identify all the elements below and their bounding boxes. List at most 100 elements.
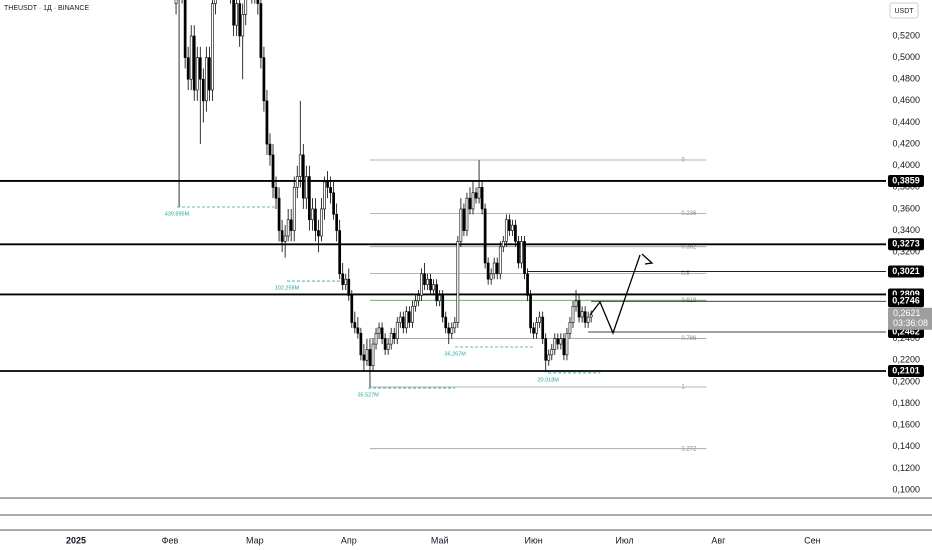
candle-body xyxy=(456,241,460,323)
fib-label: 0.236 xyxy=(681,211,697,217)
candle-body xyxy=(347,278,351,296)
candle-body xyxy=(174,0,178,4)
candle-body xyxy=(259,3,263,58)
candle-body xyxy=(423,273,426,285)
price-axis: 0,1000 0,1200 0,1400 0,1600 0,1800 0,2000 0,22… xyxy=(888,30,932,494)
price-tag xyxy=(888,238,924,251)
y-tick-label: 0,4200 xyxy=(892,138,920,148)
y-tick-label: 0,5200 xyxy=(892,30,920,40)
candle-body xyxy=(426,278,429,285)
candle-body xyxy=(447,327,451,334)
y-tick-label: 0,4800 xyxy=(892,74,920,84)
candle-body xyxy=(274,187,278,199)
candle-body xyxy=(238,3,242,37)
price-tag-label: 0,3021 xyxy=(892,266,920,276)
candle-body xyxy=(468,197,472,210)
candle-body xyxy=(392,332,396,339)
candle-body xyxy=(368,349,372,366)
candle-body xyxy=(420,273,423,296)
candle-body xyxy=(459,208,463,242)
y-tick-label: 0,4600 xyxy=(892,95,920,105)
last-price-label: 0,2621 xyxy=(893,308,921,318)
price-tag-label: 0,2746 xyxy=(892,296,920,306)
volume-label: 20.018M xyxy=(537,377,559,383)
candle-body xyxy=(189,35,193,80)
candle-body xyxy=(235,3,239,26)
y-tick-label: 0,1600 xyxy=(892,420,920,430)
currency-box[interactable] xyxy=(889,2,919,19)
candle-body xyxy=(514,224,517,242)
candle-body xyxy=(538,316,542,323)
plot-area: 00.2360.3820.50.6180.78611.272439.895M10… xyxy=(0,0,886,452)
candle-body xyxy=(195,57,199,91)
candle-body xyxy=(435,284,438,302)
candle-body xyxy=(353,322,357,329)
candle-body xyxy=(192,35,196,91)
candle-body xyxy=(362,354,366,361)
candle-body xyxy=(417,295,420,302)
x-tick-label: 2025 xyxy=(66,535,86,545)
candle-body xyxy=(365,349,369,361)
y-tick-label: 0,1200 xyxy=(892,463,920,473)
candle-body xyxy=(486,262,490,280)
candle-body xyxy=(529,295,532,329)
candle-body xyxy=(432,284,435,291)
candle-body xyxy=(507,219,511,231)
fib-label: 0.382 xyxy=(681,244,697,250)
candle-body xyxy=(586,316,590,323)
candle-body xyxy=(308,176,311,221)
y-tick-label: 0,4000 xyxy=(892,160,920,170)
candle-body xyxy=(462,208,466,231)
candle-body xyxy=(356,327,360,334)
candle-body xyxy=(311,208,314,221)
price-tag-label: 0,3273 xyxy=(892,239,920,249)
candle-body xyxy=(535,322,538,334)
candle-body xyxy=(208,57,211,91)
candle-body xyxy=(395,322,399,339)
candle-body xyxy=(211,3,214,91)
candle-body xyxy=(244,0,248,15)
candle-body xyxy=(304,176,308,199)
y-tick-label: 0,2400 xyxy=(892,333,920,343)
candle-body xyxy=(329,187,332,194)
price-tag xyxy=(888,265,924,278)
candle-body xyxy=(380,327,384,339)
candle-body xyxy=(504,219,508,242)
y-tick-label: 0,4400 xyxy=(892,117,920,127)
candle-body xyxy=(268,143,272,156)
candle-body xyxy=(526,273,529,296)
candle-body xyxy=(201,78,205,102)
candle-body xyxy=(301,154,305,199)
candle-body xyxy=(556,338,560,345)
candle-body xyxy=(389,332,393,345)
candle-body xyxy=(453,322,457,329)
y-tick-label: 0,3400 xyxy=(892,225,920,235)
candle-body xyxy=(232,0,235,26)
candle-body xyxy=(489,273,493,280)
fib-label: 1 xyxy=(681,385,685,391)
currency-label[interactable]: USDT xyxy=(894,8,914,15)
price-tag-label: 0,2101 xyxy=(892,365,920,375)
candle-body xyxy=(562,338,566,356)
price-tag xyxy=(888,174,924,187)
candle-body xyxy=(377,327,381,334)
candle-body xyxy=(517,241,520,264)
candle-body xyxy=(280,230,284,242)
y-tick-label: 0,5000 xyxy=(892,52,920,62)
candle-body xyxy=(341,273,345,285)
price-tag-label: 0,3859 xyxy=(892,175,920,185)
fib-label: 0.786 xyxy=(681,336,697,342)
candle-body xyxy=(204,57,208,102)
candle-body xyxy=(589,314,593,318)
candle-body xyxy=(314,208,317,231)
candle-body xyxy=(320,208,323,237)
x-tick-label: Авг xyxy=(711,535,726,545)
candle-body xyxy=(241,14,245,37)
candle-body xyxy=(550,349,554,356)
candle-body xyxy=(480,187,484,210)
candle-body xyxy=(429,278,432,291)
candle-body xyxy=(398,316,402,323)
candle-body xyxy=(571,305,575,323)
